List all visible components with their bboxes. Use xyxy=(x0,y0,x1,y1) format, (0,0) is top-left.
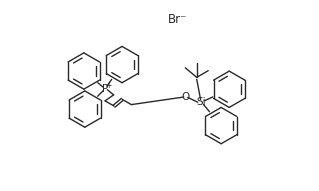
Text: P: P xyxy=(102,84,108,94)
Text: +: + xyxy=(105,81,112,90)
Text: O: O xyxy=(181,92,189,102)
Text: Br⁻: Br⁻ xyxy=(168,13,188,26)
Text: Si: Si xyxy=(197,97,206,107)
